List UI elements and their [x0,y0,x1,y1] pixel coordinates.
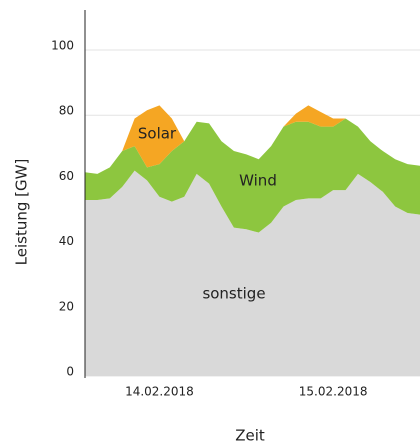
area-label: Solar [138,125,177,143]
x-tick-label: 14.02.2018 [125,385,194,399]
x-tick-label: 15.02.2018 [299,385,368,399]
area-label: sonstige [202,285,265,303]
x-axis-label: Zeit [235,427,265,445]
y-tick-label: 100 [51,39,74,53]
area-label: Wind [239,172,277,190]
areas [85,105,420,376]
area [85,170,420,376]
y-axis-label: Leistung [GW] [13,159,31,266]
y-tick-label: 60 [59,169,74,183]
area [85,118,420,233]
y-tick-label: 40 [59,234,74,248]
area [85,105,420,174]
y-tick-label: 20 [59,299,74,313]
y-tick-label: 0 [66,365,74,379]
y-tick-label: 80 [59,104,74,118]
